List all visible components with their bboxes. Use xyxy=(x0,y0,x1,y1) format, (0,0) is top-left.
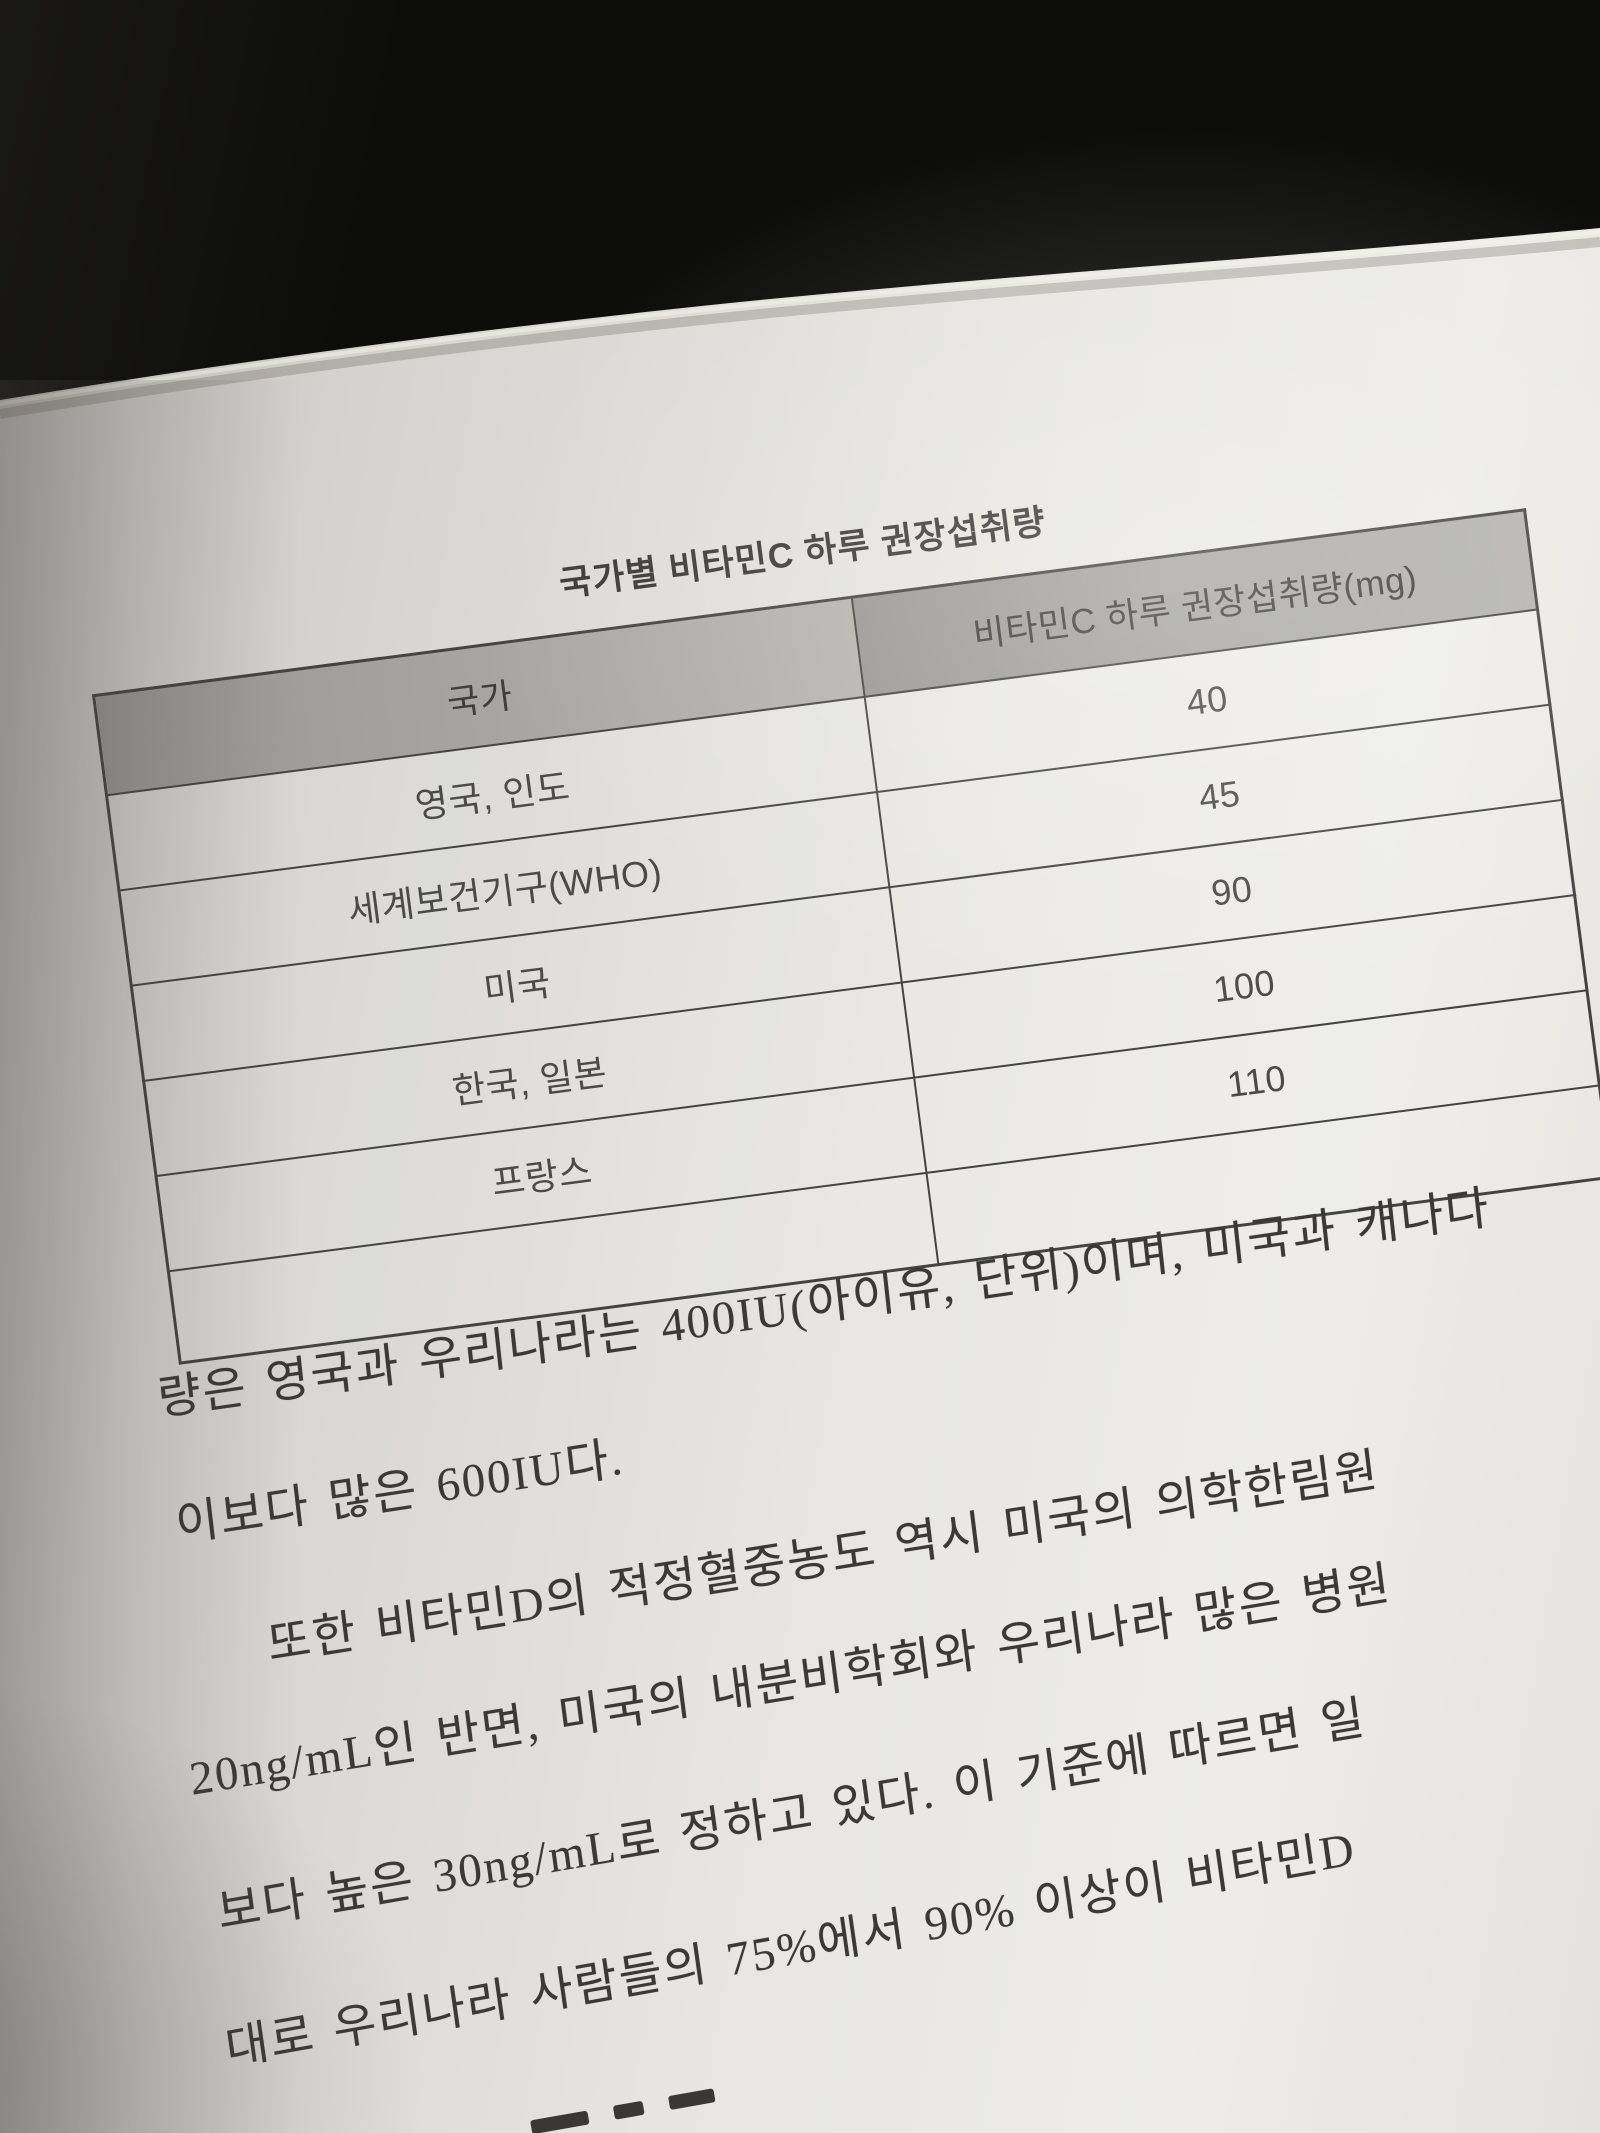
glyph-fragment xyxy=(667,2088,716,2111)
clipped-next-line-glyphs xyxy=(530,2084,742,2133)
body-text-line: 이보다 많은 600IU다. xyxy=(172,1432,627,1552)
glyph-fragment xyxy=(530,2110,590,2133)
tabletop-shape xyxy=(0,0,1600,400)
dark-tabletop-background xyxy=(0,0,1600,419)
glyph-fragment xyxy=(612,2100,645,2120)
page-edge-soft-shadow xyxy=(0,237,1600,419)
page-edge-highlight xyxy=(0,230,1600,406)
